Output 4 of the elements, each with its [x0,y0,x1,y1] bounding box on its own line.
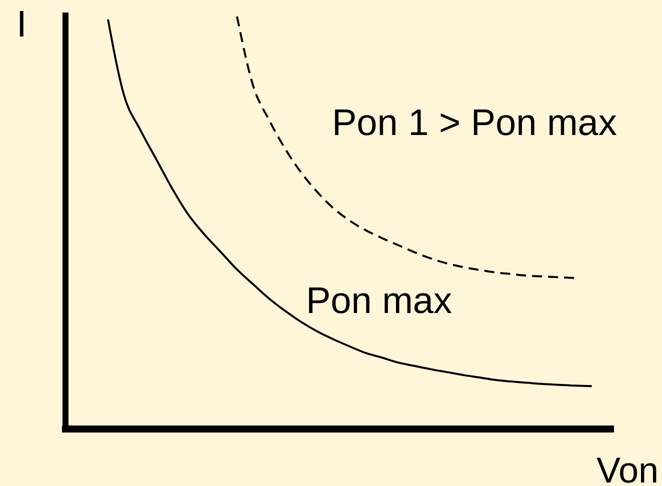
x-axis-title: Von [596,450,659,486]
series-label: Pon 1 > Pon max [332,102,618,143]
series-label: Pon max [306,280,453,321]
y-axis-title: I [16,4,27,44]
